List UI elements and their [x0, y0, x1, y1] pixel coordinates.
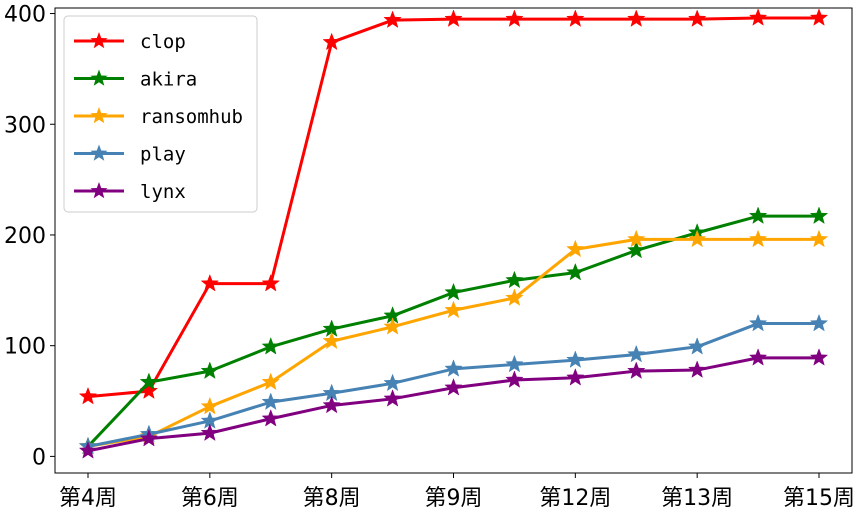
- data-point-lynx: [444, 378, 463, 396]
- y-tick-label: 200: [4, 224, 46, 249]
- series-lynx: [78, 348, 829, 459]
- x-tick-label: 第8周: [303, 486, 361, 511]
- data-point-lynx: [687, 360, 707, 378]
- data-point-play: [444, 359, 463, 377]
- data-point-lynx: [809, 348, 829, 366]
- legend-item-clop: clop: [74, 31, 186, 53]
- data-point-akira: [200, 361, 220, 379]
- data-point-ransomhub: [200, 396, 220, 415]
- data-point-play: [505, 354, 524, 373]
- data-point-ransomhub: [383, 317, 402, 335]
- data-point-ransomhub: [687, 229, 707, 248]
- data-point-akira: [627, 240, 646, 259]
- legend-label: akira: [140, 69, 197, 91]
- legend-label: play: [140, 144, 186, 166]
- data-point-clop: [566, 9, 585, 27]
- legend-marker: [90, 69, 108, 86]
- legend-item-ransomhub: ransomhub: [74, 106, 243, 128]
- x-tick-label: 第6周: [181, 486, 239, 511]
- legend-marker: [90, 32, 108, 49]
- data-point-lynx: [139, 428, 159, 447]
- data-point-lynx: [627, 361, 646, 379]
- data-point-clop: [383, 10, 402, 29]
- legend-marker: [90, 107, 108, 124]
- data-point-clop: [444, 9, 463, 27]
- data-point-ransomhub: [322, 331, 341, 350]
- data-point-lynx: [78, 441, 98, 459]
- data-point-ransomhub: [627, 229, 646, 248]
- legend-label: lynx: [140, 181, 186, 203]
- x-axis: 第4周 第6周 第8周 第9周 第12周 第13周 第15周: [59, 473, 855, 511]
- data-point-play: [261, 392, 280, 410]
- legend-label: ransomhub: [140, 106, 243, 128]
- series-ransomhub: [78, 229, 829, 455]
- data-point-akira: [261, 337, 280, 355]
- legend-box: [63, 15, 258, 213]
- data-point-ransomhub: [748, 229, 768, 248]
- data-point-akira: [748, 206, 768, 224]
- data-point-lynx: [748, 348, 768, 366]
- legend-marker: [90, 144, 108, 161]
- data-point-clop: [261, 273, 280, 292]
- data-point-lynx: [261, 409, 280, 427]
- legend-marker: [90, 182, 108, 199]
- data-point-ransomhub: [261, 372, 280, 391]
- x-tick-label: 第13周: [661, 486, 733, 511]
- data-point-lynx: [566, 368, 585, 386]
- data-point-clop: [687, 9, 707, 27]
- data-point-play: [627, 344, 646, 363]
- data-point-clop: [505, 9, 524, 27]
- data-point-lynx: [505, 370, 524, 388]
- series-clop: [78, 8, 829, 405]
- data-point-clop: [200, 273, 220, 292]
- y-axis: 0 100 200 300 400: [4, 3, 55, 470]
- x-tick-label: 第15周: [783, 486, 855, 511]
- data-point-play: [809, 313, 829, 332]
- x-tick-label: 第4周: [59, 486, 117, 511]
- data-point-lynx: [200, 423, 220, 441]
- data-point-clop: [78, 386, 98, 405]
- x-tick-label: 第9周: [425, 486, 483, 511]
- data-point-akira: [809, 206, 829, 224]
- data-point-clop: [627, 9, 646, 27]
- data-point-ransomhub: [809, 229, 829, 248]
- data-point-akira: [139, 372, 159, 391]
- y-tick-label: 400: [4, 3, 46, 28]
- data-point-ransomhub: [505, 288, 524, 306]
- legend-item-lynx: lynx: [74, 181, 186, 203]
- data-point-play: [566, 350, 585, 368]
- legend-item-akira: akira: [74, 69, 197, 91]
- data-point-ransomhub: [444, 300, 463, 319]
- y-tick-label: 0: [32, 445, 46, 470]
- legend-item-play: play: [74, 144, 186, 166]
- data-point-akira: [505, 270, 524, 289]
- data-point-ransomhub: [566, 239, 585, 258]
- data-point-play: [748, 313, 768, 332]
- data-point-akira: [444, 282, 463, 301]
- data-point-play: [383, 373, 402, 392]
- data-point-clop: [748, 8, 768, 26]
- legend: clop akira ransomhub play lynx: [63, 15, 258, 213]
- data-point-play: [687, 337, 707, 355]
- data-point-lynx: [322, 395, 341, 414]
- data-point-akira: [566, 262, 585, 281]
- legend-label: clop: [140, 31, 186, 53]
- series-layer: [78, 8, 829, 459]
- data-point-clop: [809, 8, 829, 26]
- y-tick-label: 300: [4, 113, 46, 138]
- x-tick-label: 第12周: [539, 486, 611, 511]
- y-tick-label: 100: [4, 335, 46, 360]
- data-point-lynx: [383, 389, 402, 407]
- data-point-clop: [322, 32, 341, 51]
